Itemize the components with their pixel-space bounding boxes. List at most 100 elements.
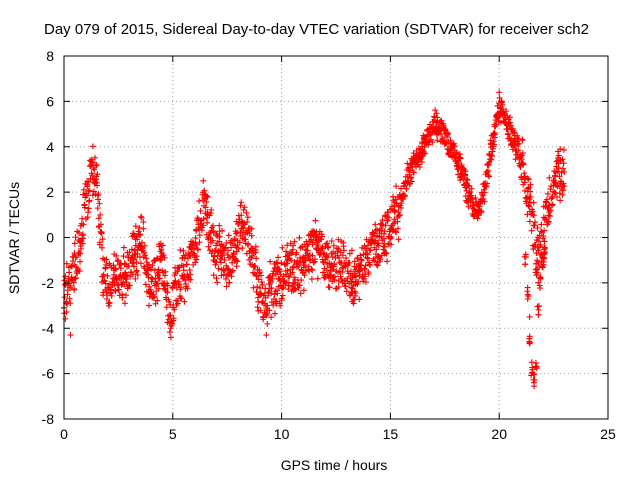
data-point bbox=[524, 175, 531, 182]
data-point bbox=[531, 212, 538, 219]
data-point bbox=[547, 207, 554, 214]
data-point bbox=[527, 188, 534, 195]
data-point bbox=[325, 244, 332, 251]
data-point bbox=[278, 259, 285, 266]
data-point bbox=[137, 213, 144, 220]
data-point bbox=[331, 261, 338, 268]
data-point bbox=[330, 274, 337, 281]
data-point bbox=[228, 244, 235, 251]
data-point bbox=[180, 267, 187, 274]
data-point bbox=[254, 283, 261, 290]
data-point bbox=[529, 364, 536, 371]
data-point bbox=[485, 161, 492, 168]
data-point bbox=[549, 201, 556, 208]
data-point bbox=[169, 320, 176, 327]
data-point bbox=[535, 247, 542, 254]
data-point bbox=[192, 235, 199, 242]
data-point bbox=[346, 250, 353, 257]
data-point bbox=[228, 268, 235, 275]
data-point bbox=[330, 242, 337, 249]
data-point bbox=[406, 164, 413, 171]
data-point bbox=[552, 182, 559, 189]
data-point bbox=[162, 268, 169, 275]
data-point bbox=[274, 260, 281, 267]
y-tick-label: -4 bbox=[42, 320, 55, 336]
data-point bbox=[559, 156, 566, 163]
data-point bbox=[135, 228, 142, 235]
x-tick-label: 25 bbox=[600, 426, 616, 442]
data-point bbox=[143, 270, 150, 277]
data-point bbox=[95, 215, 102, 222]
data-point bbox=[113, 252, 120, 259]
data-point bbox=[197, 207, 204, 214]
data-point bbox=[408, 174, 415, 181]
data-point bbox=[200, 222, 207, 229]
data-point bbox=[501, 112, 508, 119]
data-point bbox=[187, 271, 194, 278]
data-point bbox=[146, 283, 153, 290]
data-point bbox=[426, 121, 433, 128]
data-point bbox=[339, 252, 346, 259]
data-point bbox=[266, 307, 273, 314]
data-point bbox=[290, 242, 297, 249]
data-point bbox=[531, 379, 538, 386]
data-point bbox=[385, 214, 392, 221]
data-point bbox=[124, 272, 131, 279]
data-point bbox=[340, 247, 347, 254]
data-point bbox=[556, 173, 563, 180]
data-point bbox=[485, 172, 492, 179]
data-point bbox=[186, 252, 193, 259]
data-point bbox=[80, 235, 87, 242]
data-point bbox=[314, 275, 321, 282]
data-point bbox=[209, 237, 216, 244]
data-point bbox=[137, 260, 144, 267]
data-point bbox=[245, 240, 252, 247]
data-point bbox=[296, 282, 303, 289]
data-point bbox=[297, 290, 304, 297]
data-point bbox=[108, 286, 115, 293]
data-point bbox=[560, 160, 567, 167]
data-point bbox=[278, 297, 285, 304]
data-point bbox=[62, 315, 69, 322]
data-point bbox=[433, 110, 440, 117]
data-point bbox=[543, 196, 550, 203]
data-point bbox=[525, 176, 532, 183]
data-point bbox=[292, 286, 299, 293]
data-point bbox=[251, 250, 258, 257]
data-point bbox=[486, 173, 493, 180]
data-point bbox=[111, 271, 118, 278]
data-point bbox=[487, 156, 494, 163]
data-point bbox=[398, 185, 405, 192]
data-point bbox=[216, 222, 223, 229]
data-point bbox=[80, 186, 87, 193]
data-point bbox=[373, 246, 380, 253]
data-point bbox=[417, 155, 424, 162]
data-point bbox=[503, 108, 510, 115]
data-point bbox=[416, 163, 423, 170]
data-point bbox=[555, 152, 562, 159]
data-point bbox=[377, 256, 384, 263]
data-point bbox=[244, 214, 251, 221]
data-point bbox=[196, 232, 203, 239]
data-point bbox=[224, 247, 231, 254]
data-point bbox=[544, 190, 551, 197]
data-point bbox=[499, 101, 506, 108]
data-point bbox=[225, 232, 232, 239]
data-point bbox=[537, 241, 544, 248]
data-point bbox=[99, 236, 106, 243]
data-point bbox=[189, 239, 196, 246]
data-point bbox=[275, 254, 282, 261]
data-point bbox=[279, 244, 286, 251]
x-tick-label: 20 bbox=[491, 426, 507, 442]
data-point bbox=[164, 282, 171, 289]
data-point bbox=[106, 299, 113, 306]
data-point bbox=[517, 163, 524, 170]
data-point bbox=[407, 167, 414, 174]
data-point bbox=[551, 179, 558, 186]
data-point bbox=[67, 332, 74, 339]
data-point bbox=[352, 292, 359, 299]
data-point bbox=[540, 233, 547, 240]
data-point bbox=[504, 125, 511, 132]
data-point bbox=[171, 306, 178, 313]
data-point bbox=[67, 282, 74, 289]
